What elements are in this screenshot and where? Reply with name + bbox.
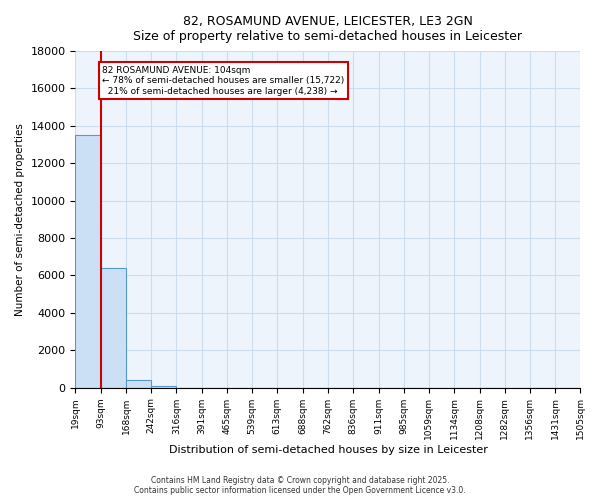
Text: Contains HM Land Registry data © Crown copyright and database right 2025.
Contai: Contains HM Land Registry data © Crown c… [134, 476, 466, 495]
Text: 82 ROSAMUND AVENUE: 104sqm
← 78% of semi-detached houses are smaller (15,722)
  : 82 ROSAMUND AVENUE: 104sqm ← 78% of semi… [102, 66, 344, 96]
Bar [151, 386, 176, 388]
Bar [76, 135, 101, 388]
Bar [101, 268, 126, 388]
Title: 82, ROSAMUND AVENUE, LEICESTER, LE3 2GN
Size of property relative to semi-detach: 82, ROSAMUND AVENUE, LEICESTER, LE3 2GN … [133, 15, 523, 43]
Y-axis label: Number of semi-detached properties: Number of semi-detached properties [15, 123, 25, 316]
Bar [126, 380, 151, 388]
X-axis label: Distribution of semi-detached houses by size in Leicester: Distribution of semi-detached houses by … [169, 445, 487, 455]
